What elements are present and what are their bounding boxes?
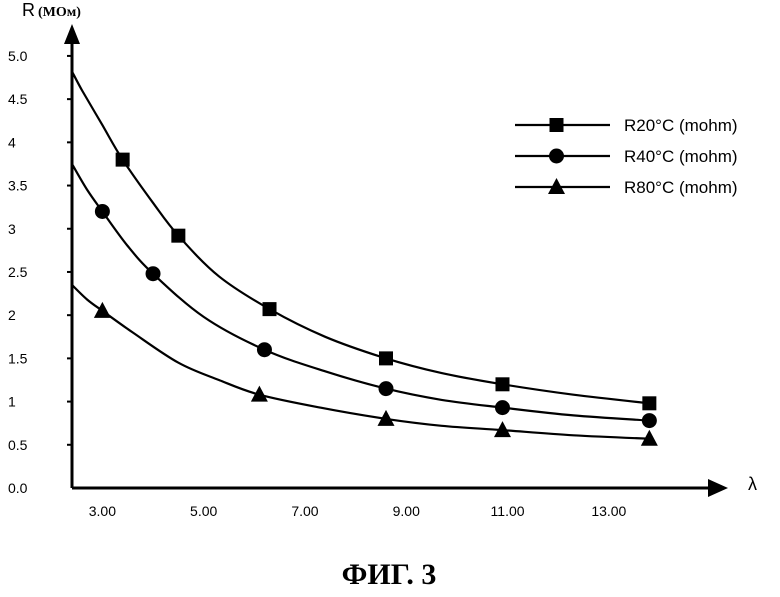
legend-label: R40°C (mohm)	[624, 147, 738, 166]
legend-item: R80°C (mohm)	[515, 178, 738, 197]
data-point	[94, 302, 111, 318]
data-point	[495, 400, 510, 415]
data-point	[642, 396, 656, 410]
data-point	[379, 351, 393, 365]
x-axis-arrow	[708, 479, 728, 497]
x-tick-label: 11.00	[491, 503, 525, 519]
data-point	[146, 266, 161, 281]
y-tick-label: 5.0	[8, 48, 28, 64]
y-tick-label: 1.5	[8, 350, 28, 366]
y-tick-label: 4.5	[8, 91, 28, 107]
y-tick-label: 3	[8, 221, 16, 237]
y-tick-label: 0.5	[8, 437, 28, 453]
y-axis-arrow	[64, 24, 80, 44]
figure-caption: ФИГ. 3	[342, 558, 437, 591]
y-tick-label: 2	[8, 307, 16, 323]
y-tick-label: 2.5	[8, 264, 28, 280]
x-tick-label: 13.00	[591, 503, 626, 519]
x-axis-label: λ	[748, 474, 757, 494]
data-point	[379, 381, 394, 396]
legend-marker	[549, 149, 564, 164]
series-2	[72, 164, 657, 428]
y-axis-unit: (МОм)	[38, 5, 81, 20]
x-ticks: 3.00 5.00 7.00 9.00 11.00 13.00	[89, 503, 627, 519]
legend-item: R20°C (mohm)	[515, 116, 738, 135]
x-tick-label: 5.00	[190, 503, 217, 519]
series-line	[72, 285, 649, 439]
data-point	[116, 153, 130, 167]
series-1	[72, 72, 656, 411]
legend-item: R40°C (mohm)	[515, 147, 738, 166]
legend-label: R20°C (mohm)	[624, 116, 738, 135]
y-axis-label: R	[22, 0, 35, 20]
chart: R (МОм) λ 0.0 0.5 1 1.5 2 2.5 3 3.5 4 4.5 5.0 3.00…	[0, 0, 780, 597]
y-tick-label: 1	[8, 394, 16, 410]
x-tick-label: 9.00	[393, 503, 420, 519]
data-point	[495, 377, 509, 391]
y-tick-label: 4	[8, 134, 16, 150]
data-point	[171, 229, 185, 243]
series-group	[72, 72, 658, 446]
x-tick-label: 3.00	[89, 503, 116, 519]
legend-marker	[550, 118, 564, 132]
data-point	[95, 204, 110, 219]
y-ticks: 0.0 0.5 1 1.5 2 2.5 3 3.5 4 4.5 5.0	[8, 48, 72, 496]
data-point	[257, 342, 272, 357]
axes	[64, 24, 728, 497]
data-point	[263, 302, 277, 316]
x-tick-label: 7.00	[291, 503, 318, 519]
y-tick-label: 0.0	[8, 480, 28, 496]
legend: R20°C (mohm) R40°C (mohm) R80°C (mohm)	[515, 116, 738, 197]
legend-label: R80°C (mohm)	[624, 178, 738, 197]
y-tick-label: 3.5	[8, 178, 28, 194]
series-line	[72, 164, 649, 421]
series-3	[72, 285, 658, 446]
data-point	[642, 413, 657, 428]
